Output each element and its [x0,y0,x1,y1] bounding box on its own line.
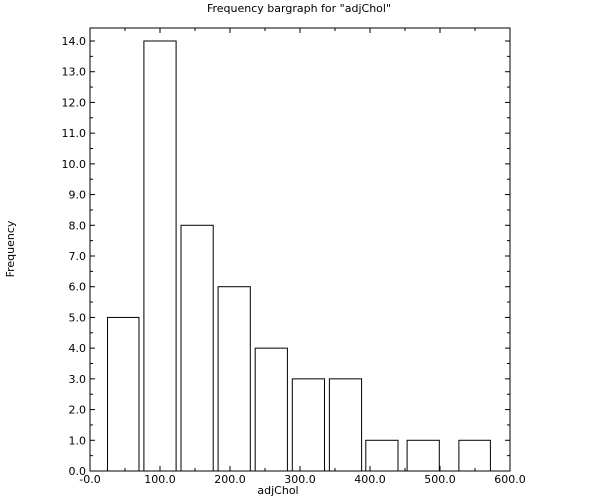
y-axis: 0.0 1.0 2.0 3.0 4.0 5.0 6.0 7.0 8.0 9.0 10.0 11.0 12… [62,35,510,478]
bar-2 [143,40,177,472]
y-tick-label: 11.0 [62,127,87,140]
y-tick-label: 0.0 [69,465,87,478]
y-tick-label: 12.0 [62,96,87,109]
x-axis: -0.0 100.0 200.0 300.0 400.0 500.0 600.0 [79,28,526,486]
x-tick-label: 300.0 [284,473,316,486]
y-tick-label: 7.0 [69,250,87,263]
x-tick-label: 600.0 [494,473,526,486]
y-tick-label: 10.0 [62,158,87,171]
x-tick-label: -0.0 [79,473,100,486]
bar-9 [406,439,440,472]
x-tick-label: 100.0 [144,473,176,486]
y-tick-label: 2.0 [69,404,87,417]
bar-1 [107,316,140,472]
y-tick-label: 1.0 [69,434,87,447]
bar-5 [254,347,288,472]
chart-title: Frequency bargraph for "adjChol" [207,2,391,15]
bar-4 [217,286,251,472]
y-tick-label: 4.0 [69,342,87,355]
x-tick-label: 500.0 [424,473,456,486]
bar-6 [291,378,325,472]
y-tick-label: 14.0 [62,35,87,48]
bar-8 [365,439,399,472]
y-tick-label: 9.0 [69,189,87,202]
y-tick-label: 5.0 [69,311,87,324]
y-tick-label: 3.0 [69,373,87,386]
x-tick-label: 200.0 [214,473,246,486]
x-axis-label: adjChol [257,484,298,497]
bar-10 [458,439,491,472]
bar-3 [180,224,214,472]
bar-7 [328,378,363,472]
x-tick-label: 400.0 [354,473,386,486]
y-tick-label: 8.0 [69,219,87,232]
bars-layer [107,40,491,472]
y-tick-label: 6.0 [69,281,87,294]
y-axis-label: Frequency [4,220,17,277]
y-tick-label: 13.0 [62,66,87,79]
